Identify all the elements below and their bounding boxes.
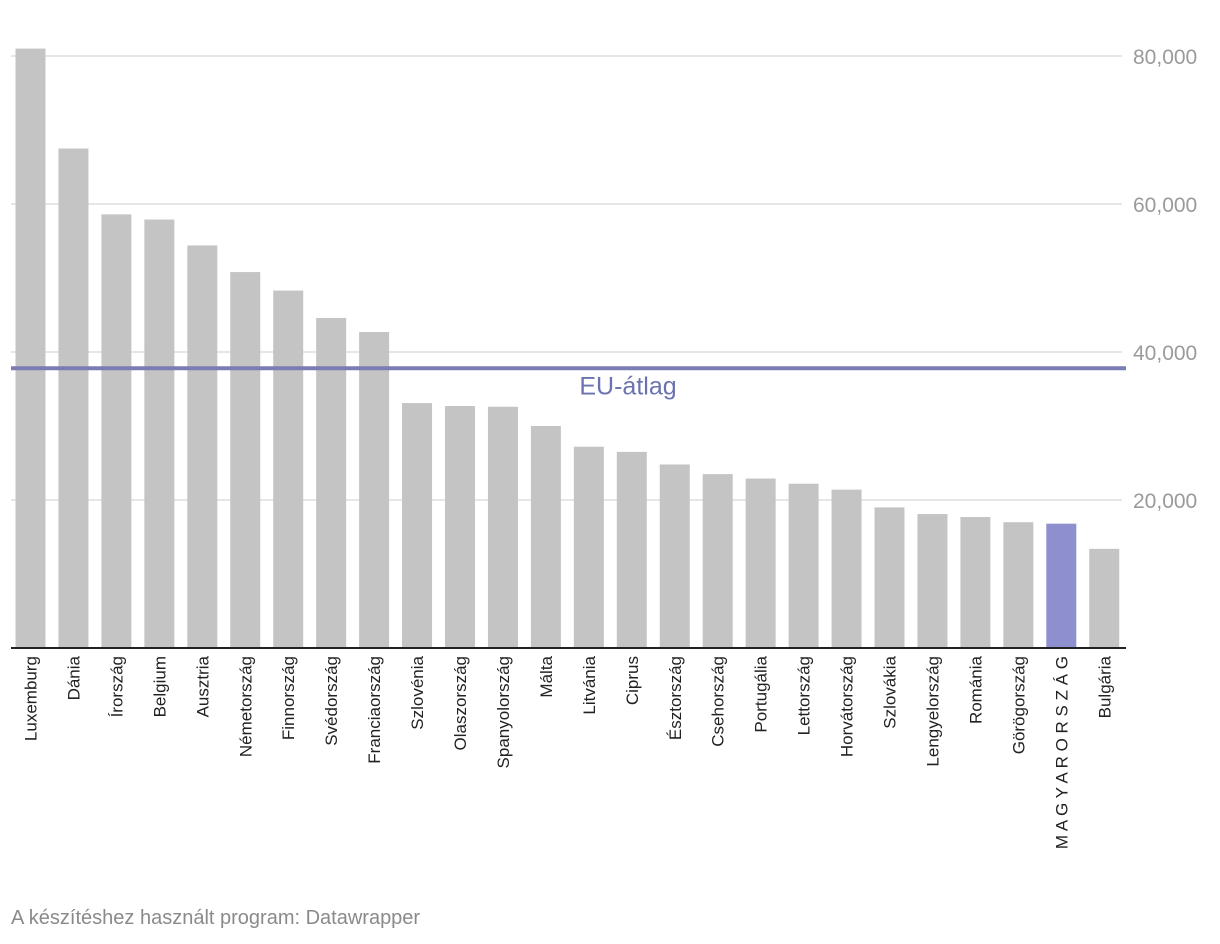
x-tick-label: Szlovákia — [881, 655, 900, 728]
y-tick-label: 80,000 — [1133, 46, 1197, 69]
x-tick-label: Lettország — [795, 656, 814, 735]
bar — [659, 464, 690, 648]
bar — [273, 290, 304, 648]
x-tick-label: Luxemburg — [22, 656, 41, 741]
x-tick-label: Lengyelország — [923, 656, 942, 767]
bar — [359, 332, 390, 648]
bar — [1089, 548, 1120, 648]
y-tick-label: 60,000 — [1133, 194, 1197, 217]
bar — [874, 507, 905, 648]
category-labels: Luxemburg Dánia Írország Belgium Ausztria Ném… — [22, 655, 1115, 849]
y-tick-label: 40,000 — [1133, 342, 1197, 365]
bar — [917, 514, 948, 648]
x-tick-label: Csehország — [709, 656, 728, 747]
x-tick-label: Svédország — [322, 656, 341, 746]
y-tick-label: 20,000 — [1133, 490, 1197, 513]
x-tick-label: Olaszország — [451, 656, 470, 750]
bar — [15, 48, 46, 649]
x-tick-label: Finnország — [279, 656, 298, 740]
x-tick-label: Ausztria — [193, 655, 212, 717]
bar — [445, 406, 475, 648]
bar — [616, 451, 647, 648]
bar — [144, 219, 175, 649]
bars — [15, 48, 1120, 649]
x-tick-label: Bulgária — [1095, 655, 1114, 718]
bar — [1003, 522, 1034, 648]
x-tick-label: Görögország — [1009, 656, 1028, 754]
x-tick-label: Portugália — [752, 655, 771, 732]
eu-average-label: EU-átlag — [579, 372, 676, 400]
reference-line-group: EU-átlag — [11, 366, 1126, 400]
x-tick-label: Írország — [107, 656, 126, 717]
bar — [530, 426, 561, 648]
bar — [831, 489, 862, 648]
bar — [702, 474, 733, 648]
bar — [230, 272, 261, 648]
bar — [187, 245, 218, 648]
footer-credit: A készítéshez használt program: Datawrap… — [11, 907, 421, 929]
x-tick-label: Szlovénia — [408, 655, 427, 729]
x-tick-label: Horvátország — [838, 656, 857, 757]
x-tick-label: Belgium — [150, 656, 169, 717]
x-tick-label: Litvánia — [580, 655, 599, 714]
x-tick-label: Észtország — [666, 656, 685, 740]
bar — [1046, 523, 1077, 648]
bar — [960, 517, 991, 648]
bar — [573, 446, 604, 648]
bar — [101, 214, 132, 649]
x-tick-label: Spanyolország — [494, 656, 513, 768]
bar — [58, 148, 89, 648]
x-tick-label: Málta — [537, 655, 556, 697]
gridlines: 20,000 40,000 60,000 80,000 — [11, 46, 1197, 513]
bar — [487, 406, 518, 648]
x-tick-label: Ciprus — [623, 656, 642, 705]
x-tick-label: Dánia — [64, 655, 83, 700]
x-tick-label: Románia — [966, 655, 985, 724]
bar — [316, 317, 347, 648]
x-tick-label: Németország — [236, 656, 255, 757]
bar — [788, 483, 819, 648]
bar — [745, 478, 776, 648]
x-tick-label: Franciaország — [365, 656, 384, 764]
bar — [402, 403, 433, 648]
x-tick-label: M A G Y A R O R S Z Á G — [1052, 656, 1071, 849]
bar-chart: 20,000 40,000 60,000 80,000 EU-átlag Luxemb… — [11, 46, 1197, 849]
